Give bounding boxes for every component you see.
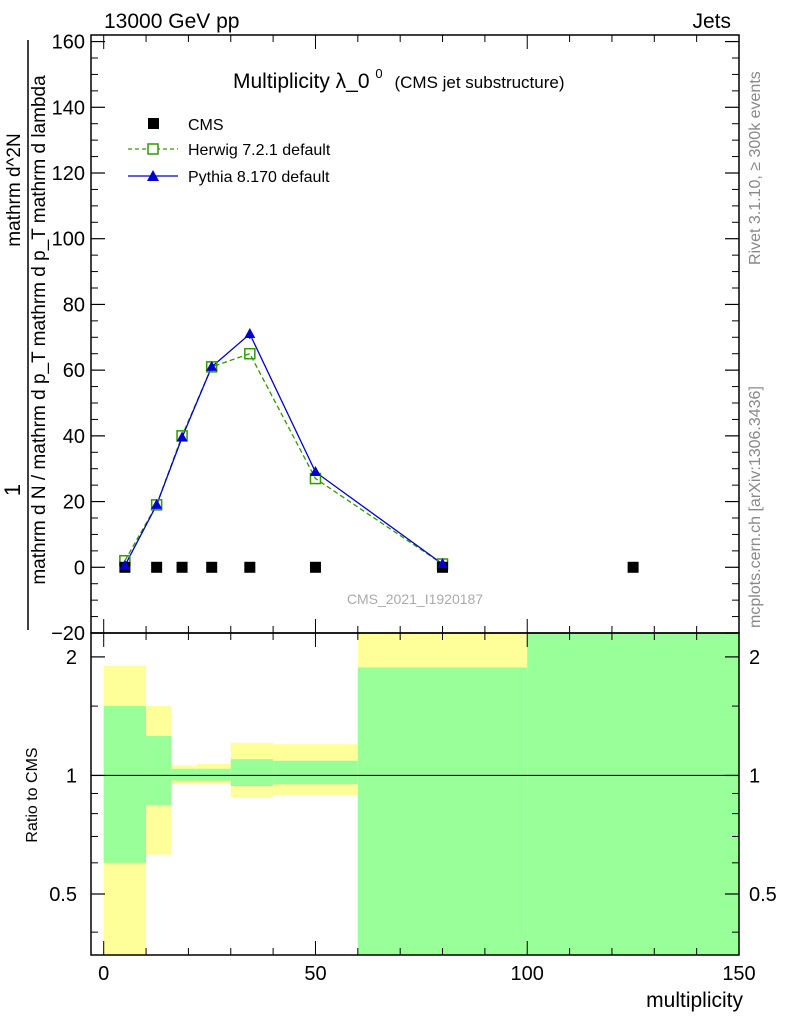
ratio-band-inner [103, 706, 147, 863]
pythia-point [206, 360, 218, 371]
mcplots-label: mcplots.cern.ch [arXiv:1306.3436] [747, 386, 764, 628]
main-y-tick-label: 20 [63, 492, 85, 514]
ratio-plot-frame [90, 632, 740, 956]
ratio-ylabel: Ratio to CMS [24, 747, 41, 842]
main-y-tick-label: 120 [52, 163, 85, 185]
x-tick-label: 0 [98, 963, 109, 985]
main-y-tick-label: 60 [63, 360, 85, 382]
cms-point [206, 561, 218, 573]
ratio-band-inner [527, 633, 739, 955]
chart-title-superscript: 0 [375, 66, 382, 81]
main-ylabel-bottom: mathrm d N / mathrm d p_T mathrm d p_T m… [29, 75, 50, 585]
x-axis-label: multiplicity [646, 989, 743, 1012]
legend-cms-label: CMS [188, 117, 224, 134]
herwig-series-line [124, 352, 443, 565]
legend-herwig-label: Herwig 7.2.1 default [188, 142, 331, 159]
pythia-point [151, 498, 163, 509]
herwig-point [244, 347, 256, 360]
main-y-tick-label: 100 [52, 229, 85, 251]
legend-herwig-marker [147, 143, 159, 155]
ratio-y-tick-label: 0.5 [49, 884, 77, 906]
legend: CMS Herwig 7.2.1 default Pythia 8.170 de… [128, 117, 331, 186]
x-tick-label: 150 [722, 963, 755, 985]
header-process-label: Jets [692, 10, 731, 33]
legend-cms-marker [148, 118, 159, 129]
ratio-y-tick-label: 1 [66, 765, 77, 787]
main-ylabel-inner-top: mathrm d^2N [4, 133, 25, 246]
ratio-band-inner [196, 768, 231, 781]
pythia-series-line [124, 332, 443, 566]
legend-pythia-marker [147, 170, 159, 181]
pythia-point [437, 558, 449, 568]
pythia-point [176, 431, 188, 442]
ratio-band-inner [230, 759, 274, 787]
pythia-point [119, 559, 131, 570]
x-tick-label: 100 [511, 963, 544, 985]
main-y-tick-label: 0 [74, 557, 85, 579]
main-y-tick-label: 40 [63, 426, 85, 448]
ratio-y-tick-label: 2 [66, 647, 77, 669]
ratio-y-tick-label-right: 2 [749, 647, 760, 669]
cms-point [627, 561, 639, 573]
chart-title-main: Multiplicity λ_0 [233, 70, 370, 93]
cms-point [309, 561, 321, 573]
cms-point [176, 561, 188, 573]
chart-title-subtitle: (CMS jet substructure) [394, 73, 564, 92]
ratio-band-inner [146, 735, 172, 806]
legend-pythia-label: Pythia 8.170 default [188, 169, 330, 186]
pythia-point [309, 466, 321, 476]
cms-point [244, 561, 256, 573]
x-tick-label: 50 [304, 963, 326, 985]
chart-title: Multiplicity λ_0 0 (CMS jet substructure… [233, 60, 565, 93]
main-ylabel-top: 1 [0, 484, 25, 496]
rivet-version-label: Rivet 3.1.10, ≥ 300k events [747, 71, 764, 265]
cms-point [151, 561, 163, 573]
ratio-y-tick-label-right: 0.5 [749, 884, 777, 906]
main-y-tick-label: −20 [51, 623, 85, 645]
main-y-tick-label: 160 [52, 32, 85, 54]
analysis-watermark: CMS_2021_I1920187 [347, 591, 483, 607]
main-y-tick-label: 140 [52, 97, 85, 119]
ratio-band-inner [357, 667, 528, 955]
pythia-point [244, 328, 256, 338]
header-collision-label: 13000 GeV pp [104, 10, 239, 33]
ratio-band-inner [171, 768, 197, 781]
ratio-band-inner [273, 760, 358, 785]
ratio-y-tick-label-right: 1 [749, 765, 760, 787]
main-y-tick-label: 80 [63, 294, 85, 316]
